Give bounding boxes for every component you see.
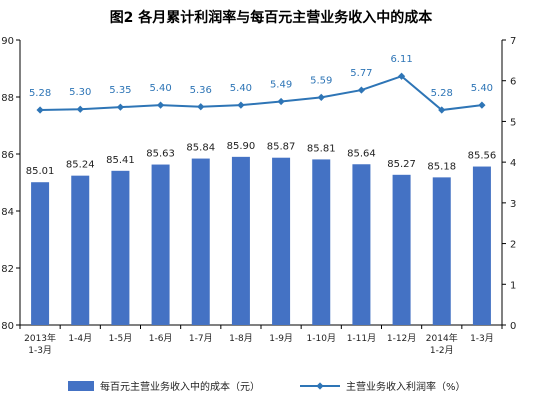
x-tick-label: 1-10月: [307, 333, 336, 344]
x-tick-label: 1-2月: [430, 345, 454, 356]
legend-line-label: 主营业务收入利润率（%）: [346, 380, 466, 393]
y-right-tick-label: 4: [510, 158, 516, 169]
bar-value-label: 85.64: [347, 148, 376, 159]
line-value-label: 5.28: [431, 88, 453, 99]
bar-value-label: 85.01: [26, 166, 55, 177]
legend: 每百元主营业务收入中的成本（元） 主营业务收入利润率（%）: [68, 380, 466, 393]
bar-value-label: 85.24: [66, 160, 95, 171]
line-point: [357, 86, 366, 94]
bar-value-label: 85.63: [146, 149, 175, 160]
line-value-label: 5.28: [29, 88, 51, 99]
line-point: [197, 103, 205, 111]
y-right-tick-label: 2: [510, 240, 516, 251]
line-point: [277, 97, 285, 106]
legend-bar-swatch: [68, 381, 94, 391]
line-point: [438, 106, 446, 114]
x-tick-label: 1-12月: [387, 333, 416, 344]
x-tick-label: 2014年: [426, 332, 458, 344]
legend-line-marker: [316, 382, 324, 390]
line-value-label: 5.59: [310, 75, 332, 86]
y-left-tick-label: 84: [1, 207, 14, 218]
y-left-tick-label: 80: [1, 321, 14, 332]
y-left-tick-label: 82: [1, 264, 14, 275]
bar: [71, 175, 90, 325]
bar: [31, 182, 50, 325]
line-value-label: 5.30: [69, 87, 91, 98]
bar: [472, 166, 491, 325]
line-point: [76, 105, 84, 113]
x-tick-label: 1-4月: [68, 333, 92, 344]
bar-value-label: 85.84: [186, 143, 215, 154]
line-value-label: 5.40: [230, 83, 252, 94]
y-left-tick-label: 88: [1, 93, 14, 104]
y-right-tick-label: 5: [510, 117, 516, 128]
y-right-tick-label: 7: [510, 36, 516, 47]
x-tick-label: 1-8月: [229, 333, 253, 344]
bar: [191, 158, 210, 325]
x-tick-label: 1-5月: [109, 333, 133, 344]
profit-rate-line: [40, 75, 483, 112]
bar-value-label: 85.81: [307, 143, 336, 154]
line-value-label: 5.49: [270, 79, 292, 90]
bar-value-label: 85.90: [227, 141, 256, 152]
y-right-tick-label: 0: [510, 321, 516, 332]
bar: [272, 157, 291, 325]
line-point: [397, 72, 406, 80]
bar-value-label: 85.56: [468, 151, 497, 162]
y-left-tick-label: 86: [1, 150, 14, 161]
y-left-tick-label: 90: [1, 36, 14, 47]
x-tick-label: 1-3月: [28, 345, 52, 356]
line-point: [317, 93, 325, 102]
line-value-label: 5.35: [109, 85, 131, 96]
bar: [352, 164, 371, 325]
bar: [392, 174, 411, 325]
bar-value-label: 85.18: [427, 161, 456, 172]
chart-title: 图2 各月累计利润率与每百元主营业务收入中的成本: [110, 9, 434, 26]
line-point: [237, 101, 245, 109]
y-right-tick-label: 3: [510, 199, 516, 210]
y-right-tick-label: 1: [510, 280, 516, 291]
x-tick-label: 1-3月: [470, 333, 494, 344]
line-value-label: 5.40: [471, 83, 493, 94]
x-tick-label: 2013年: [24, 332, 56, 344]
line-value-label: 5.36: [190, 85, 212, 96]
bar: [151, 164, 170, 325]
line-value-label: 5.77: [350, 68, 372, 79]
line-point: [36, 106, 44, 114]
bar: [231, 156, 250, 325]
legend-bar-label: 每百元主营业务收入中的成本（元）: [100, 380, 260, 393]
x-tick-label: 1-7月: [189, 333, 213, 344]
bar-value-label: 85.41: [106, 155, 135, 166]
bar: [432, 177, 451, 325]
x-tick-label: 1-6月: [149, 333, 173, 344]
line-value-label: 6.11: [390, 54, 412, 65]
line-value-label: 5.40: [149, 83, 171, 94]
x-tick-label: 1-11月: [347, 333, 376, 344]
bar: [111, 170, 130, 325]
x-tick-label: 1-9月: [269, 333, 293, 344]
bar-value-label: 85.87: [267, 142, 296, 153]
y-right-tick-label: 6: [510, 77, 516, 88]
line-point: [116, 103, 125, 111]
bar-value-label: 85.27: [387, 159, 416, 170]
line-point: [156, 101, 165, 109]
line-point: [478, 101, 486, 109]
bar: [312, 159, 331, 325]
